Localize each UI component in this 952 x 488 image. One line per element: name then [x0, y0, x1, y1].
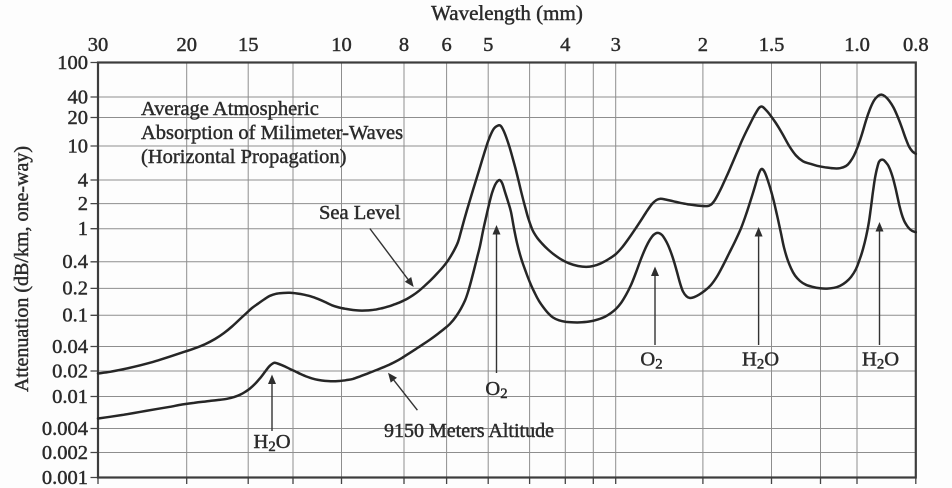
svg-text:O2: O2 — [640, 349, 662, 373]
svg-text:40: 40 — [68, 86, 89, 108]
svg-text:6: 6 — [441, 34, 451, 56]
svg-text:200: 200 — [762, 486, 781, 488]
svg-text:90: 90 — [587, 486, 600, 488]
svg-text:30: 30 — [335, 486, 348, 488]
svg-text:40: 40 — [398, 486, 411, 488]
svg-text:2: 2 — [698, 34, 708, 56]
svg-text:25: 25 — [287, 486, 300, 488]
svg-text:20: 20 — [68, 107, 89, 129]
svg-text:0.1: 0.1 — [62, 305, 88, 327]
svg-text:0.04: 0.04 — [52, 336, 88, 358]
svg-text:15: 15 — [180, 486, 193, 488]
svg-text:Average Atmospheric: Average Atmospheric — [141, 98, 319, 120]
svg-text:80: 80 — [559, 486, 572, 488]
svg-text:Attenuation (dB/km, one-way): Attenuation (dB/km, one-way) — [11, 146, 33, 392]
svg-text:4: 4 — [78, 169, 88, 191]
svg-text:H2O: H2O — [254, 431, 291, 455]
svg-text:3: 3 — [611, 34, 621, 56]
svg-text:H2O: H2O — [742, 349, 779, 373]
svg-text:0.2: 0.2 — [62, 278, 88, 300]
svg-text:5: 5 — [483, 34, 493, 56]
svg-text:1: 1 — [78, 218, 88, 240]
svg-text:2: 2 — [78, 193, 88, 215]
svg-text:(Horizontal Propagation): (Horizontal Propagation) — [141, 146, 347, 168]
svg-text:400: 400 — [906, 486, 925, 488]
svg-text:50: 50 — [440, 486, 453, 488]
svg-text:0.004: 0.004 — [42, 418, 88, 440]
svg-text:20: 20 — [242, 486, 255, 488]
svg-text:20: 20 — [176, 34, 197, 56]
svg-text:1.0: 1.0 — [844, 34, 870, 56]
svg-text:250: 250 — [811, 486, 830, 488]
svg-text:0.8: 0.8 — [903, 34, 929, 56]
svg-text:0.001: 0.001 — [42, 467, 88, 488]
svg-text:0.02: 0.02 — [52, 360, 88, 382]
svg-text:300: 300 — [848, 486, 867, 488]
svg-text:70: 70 — [523, 486, 536, 488]
svg-text:100: 100 — [606, 486, 625, 488]
svg-text:H2O: H2O — [862, 349, 899, 373]
svg-text:60: 60 — [482, 486, 495, 488]
svg-text:1.5: 1.5 — [759, 34, 785, 56]
svg-text:10: 10 — [68, 135, 89, 157]
svg-text:Absorption of Milimeter-Waves: Absorption of Milimeter-Waves — [141, 122, 403, 144]
svg-text:4: 4 — [560, 34, 570, 56]
svg-text:10: 10 — [331, 34, 352, 56]
svg-text:150: 150 — [694, 486, 713, 488]
svg-text:Wavelength (mm): Wavelength (mm) — [431, 1, 583, 25]
svg-text:0.01: 0.01 — [52, 386, 88, 408]
svg-text:9150 Meters Altitude: 9150 Meters Altitude — [384, 420, 554, 442]
svg-text:Sea Level: Sea Level — [319, 202, 401, 224]
svg-text:8: 8 — [399, 34, 409, 56]
svg-text:0.4: 0.4 — [62, 251, 88, 273]
svg-text:100: 100 — [57, 52, 88, 74]
svg-text:O2: O2 — [485, 378, 507, 402]
svg-text:10: 10 — [92, 486, 105, 488]
svg-text:30: 30 — [88, 34, 109, 56]
svg-text:15: 15 — [238, 34, 259, 56]
svg-text:0.002: 0.002 — [42, 442, 88, 464]
